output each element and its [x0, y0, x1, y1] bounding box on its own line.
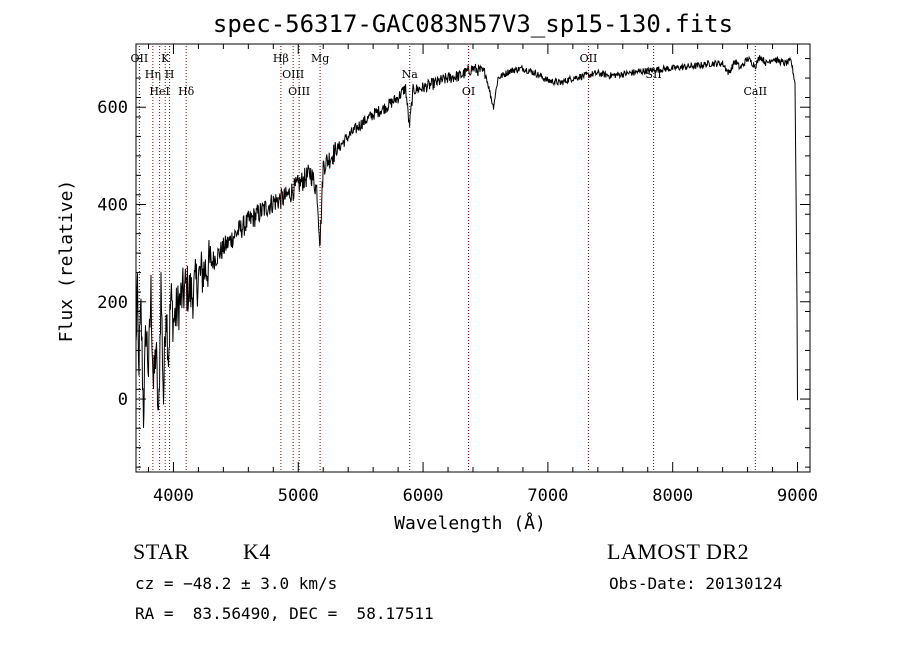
line-marker-label: Mg	[311, 52, 329, 65]
y-tick-label: 0	[118, 390, 128, 410]
survey-name: LAMOST DR2	[607, 539, 750, 564]
line-marker-label: CaII	[743, 85, 767, 98]
y-tick-label: 600	[97, 98, 128, 118]
x-tick-label: 9000	[777, 486, 818, 506]
x-tick-label: 8000	[652, 486, 693, 506]
x-axis-label: Wavelength (Å)	[394, 512, 546, 534]
line-marker-label: K	[161, 52, 170, 65]
x-tick-label: 7000	[527, 486, 568, 506]
object-type: STAR	[133, 539, 190, 564]
redshift-readout: cz = −48.2 ± 3.0 km/s	[135, 574, 338, 593]
line-marker-label: HeI	[149, 85, 169, 98]
object-subclass: K4	[243, 539, 271, 564]
line-marker-label: OIII	[288, 85, 310, 98]
line-marker-label: Hβ	[273, 52, 289, 65]
line-marker-label: OII	[580, 52, 598, 65]
line-marker-label: Hδ	[178, 85, 195, 98]
x-tick-label: 6000	[403, 486, 444, 506]
line-marker-label: SII	[645, 68, 661, 81]
y-tick-label: 200	[97, 293, 128, 313]
line-marker-label: OIII	[282, 68, 304, 81]
spectrum-series	[135, 55, 798, 428]
line-marker-label: H	[165, 68, 175, 81]
x-axis: 4000 5000 6000 7000 8000 9000	[147, 44, 818, 506]
x-tick-label: 4000	[153, 486, 194, 506]
line-marker-label: OI	[462, 85, 475, 98]
plot-area	[135, 43, 811, 473]
chart-title: spec-56317-GAC083N57V3_sp15-130.fits	[213, 10, 733, 38]
observation-date: Obs-Date: 20130124	[609, 574, 783, 593]
x-tick-label: 5000	[278, 486, 319, 506]
plot-border	[135, 43, 811, 473]
line-marker-label: Na	[402, 68, 419, 81]
y-axis-label: Flux (relative)	[56, 180, 77, 343]
y-axis: 0 200 400 600	[97, 58, 810, 468]
spectrum-line	[135, 55, 798, 428]
coordinates: RA = 83.56490, DEC = 58.17511	[135, 604, 434, 623]
y-tick-label: 400	[97, 196, 128, 216]
line-marker-label: Hη	[145, 68, 161, 81]
